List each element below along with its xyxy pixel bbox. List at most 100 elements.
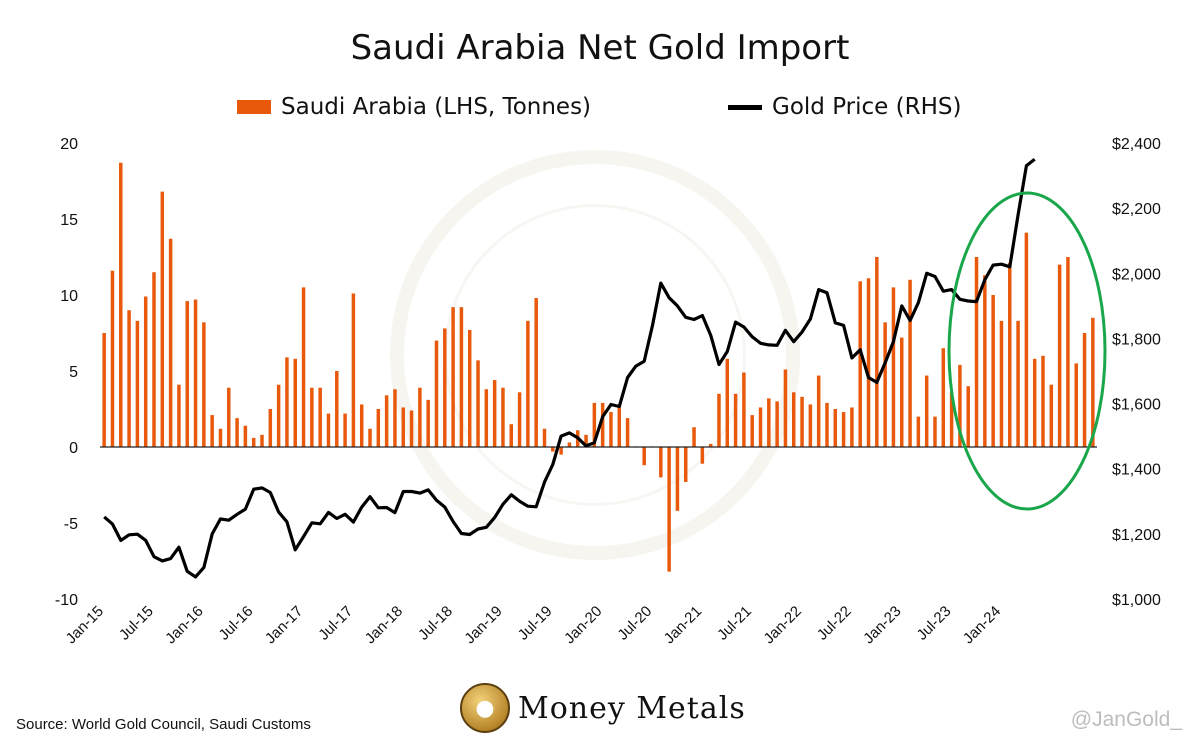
- right-tick-label: $1,600: [1112, 397, 1161, 414]
- source-note: Source: World Gold Council, Saudi Custom…: [16, 716, 311, 733]
- x-tick-label: Jan-24: [960, 603, 1004, 647]
- legend-label-line: Gold Price (RHS): [772, 94, 962, 120]
- bar: [443, 328, 447, 447]
- bar: [891, 287, 896, 447]
- bar: [717, 393, 721, 447]
- bar: [683, 447, 688, 482]
- left-tick-label: 10: [60, 288, 78, 305]
- bar: [368, 428, 372, 447]
- bar: [883, 322, 887, 447]
- x-tick-label: Jan-18: [362, 603, 406, 647]
- bar: [1041, 355, 1045, 447]
- bar: [659, 447, 663, 478]
- bar: [509, 424, 514, 447]
- bar: [999, 320, 1004, 447]
- bar: [974, 257, 979, 447]
- bar: [916, 416, 921, 447]
- bar: [833, 409, 838, 447]
- x-tick-label: Jul-22: [814, 603, 855, 644]
- x-tick-label: Jul-15: [116, 603, 157, 644]
- bar: [866, 278, 871, 447]
- bar: [825, 402, 829, 447]
- bar: [193, 299, 198, 447]
- bar: [276, 384, 281, 447]
- bar: [418, 387, 422, 447]
- left-tick-label: -10: [55, 592, 78, 609]
- bar: [143, 296, 148, 447]
- bar: [792, 392, 796, 447]
- bar: [808, 404, 813, 447]
- bar: [924, 375, 929, 447]
- x-tick-label: Jul-21: [714, 603, 755, 644]
- bar: [243, 425, 248, 447]
- bar: [517, 392, 522, 447]
- right-tick-label: $1,000: [1112, 592, 1161, 609]
- bar: [526, 320, 530, 447]
- bar: [1024, 232, 1029, 447]
- legend-item-line: Gold Price (RHS): [728, 94, 961, 120]
- bar: [152, 272, 156, 447]
- bar: [260, 434, 264, 447]
- x-tick-label: Jan-22: [760, 603, 804, 647]
- bar: [293, 358, 297, 447]
- bar: [667, 447, 671, 572]
- bar: [750, 415, 754, 447]
- bar: [326, 413, 331, 447]
- gold-price-line: [103, 158, 1036, 579]
- bar: [401, 407, 405, 447]
- bar: [409, 410, 414, 447]
- bar: [102, 333, 106, 447]
- left-tick-label: 20: [60, 136, 78, 153]
- x-tick-label: Jan-20: [561, 603, 605, 647]
- bar: [251, 437, 256, 447]
- bar: [841, 412, 846, 447]
- bar: [1066, 257, 1070, 447]
- left-tick-label: 15: [60, 212, 78, 229]
- bar: [160, 191, 165, 447]
- logo-name: Money Metals: [518, 690, 746, 726]
- bar: [135, 320, 140, 447]
- bar: [268, 409, 273, 447]
- bar: [202, 322, 206, 447]
- x-tick-label: Jan-23: [860, 603, 904, 647]
- left-tick-label: 5: [69, 364, 78, 381]
- bar: [800, 396, 804, 447]
- bar: [351, 293, 356, 447]
- x-tick-label: Jul-18: [415, 603, 456, 644]
- bar: [783, 369, 788, 447]
- highlight-ellipse: [947, 191, 1107, 511]
- chart-title: Saudi Arabia Net Gold Import: [350, 28, 850, 68]
- bar: [875, 257, 879, 447]
- legend-swatch-bars: [237, 100, 271, 114]
- bar: [983, 275, 987, 447]
- left-tick-label: -5: [64, 516, 78, 533]
- bar: [584, 434, 588, 447]
- bar: [908, 279, 912, 447]
- bar: [850, 407, 854, 447]
- bar: [567, 442, 572, 447]
- bar: [235, 418, 239, 447]
- bar: [110, 270, 115, 447]
- bar: [434, 340, 439, 447]
- bar: [1049, 384, 1054, 447]
- legend-item-bars: Saudi Arabia (LHS, Tonnes): [237, 94, 591, 120]
- x-tick-label: Jul-20: [614, 603, 655, 644]
- bar: [492, 380, 497, 447]
- x-tick-label: Jan-16: [162, 603, 206, 647]
- bar: [1008, 263, 1012, 447]
- bar: [343, 413, 347, 447]
- bar: [177, 384, 181, 447]
- x-tick-label: Jan-17: [262, 603, 306, 647]
- x-tick-label: Jan-21: [661, 603, 705, 647]
- bar: [459, 307, 464, 447]
- bar: [900, 337, 904, 447]
- bar: [393, 389, 397, 447]
- bar: [285, 357, 289, 447]
- bar: [767, 398, 771, 447]
- bar: [958, 364, 962, 447]
- bar: [310, 387, 314, 447]
- bar: [1057, 264, 1062, 447]
- bar: [467, 329, 472, 447]
- money-metals-logo: ● Money Metals: [460, 680, 746, 736]
- bar: [592, 402, 597, 447]
